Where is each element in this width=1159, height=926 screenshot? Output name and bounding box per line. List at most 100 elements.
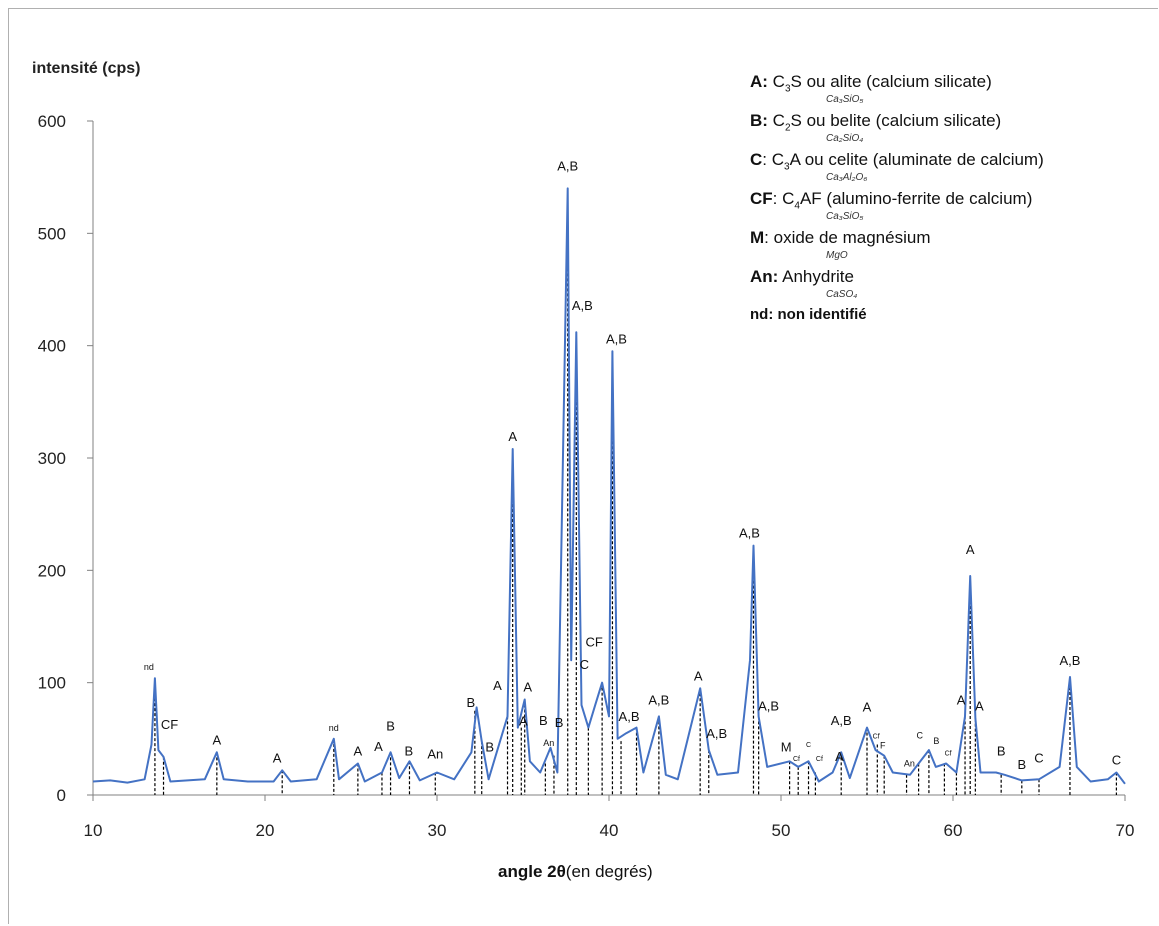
x-tick-label: 70 [1116,821,1135,840]
legend-item-text: M: oxide de magnésium [750,228,931,247]
peak-label: nd [329,723,339,733]
legend-item: An: Anhydrite CaSO₄ [750,267,1155,306]
legend-item-text: C: C3A ou celite (aluminate de calcium) [750,150,1044,173]
x-tick-label: 20 [256,821,275,840]
peak-label: B [405,744,414,759]
peak-label: A [508,429,517,444]
peak-label: A,B [606,331,627,346]
peak-label: Cf [945,750,952,757]
peak-label: A [863,700,872,715]
peak-label: A [523,680,532,695]
legend-item-text: An: Anhydrite [750,267,854,286]
legend-formula: Ca₃Al₂O₆ [826,172,868,183]
y-tick-label: 200 [38,561,66,580]
legend-item: nd: non identifié [750,306,1155,345]
x-tick-label: 30 [428,821,447,840]
peak-label: B [386,718,395,733]
legend-item-text: CF: C4AF (alumino-ferrite de calcium) [750,189,1033,212]
legend-formula: Ca₃SiO₅ [826,94,864,105]
peak-label: A [966,542,975,557]
peak-label: An [543,738,554,748]
peak-label: A,B [1059,653,1080,668]
y-tick-label: 500 [38,224,66,243]
x-tick-label: 40 [600,821,619,840]
legend-key: CF [750,189,773,208]
peak-label: B [485,739,494,754]
peak-label: A [694,668,703,683]
legend-item-text: nd: non identifié [750,306,867,323]
peak-label: A [835,749,844,764]
series [92,187,1126,785]
peak-label: A,B [648,692,669,707]
peak-label: An [904,759,915,769]
peak-label: C [580,657,589,672]
peak-label: A,B [557,158,578,173]
chart-frame [8,8,1158,924]
x-axis-label-rest: (en degrés) [565,862,653,881]
peak-label: A,B [706,726,727,741]
peak-label: A [493,678,502,693]
legend-formula: MgO [826,250,848,261]
peak-label: A,B [758,698,779,713]
peak-lines [154,188,1118,795]
legend-formula: Ca₂SiO₄ [826,133,864,144]
x-axis-label-bold: angle 2θ [498,862,566,881]
legend-subscript: 4 [794,200,800,212]
peak-label: A,B [831,713,852,728]
y-tick-label: 600 [38,112,66,131]
peak-label: A [519,714,528,729]
x-tick-label: 10 [84,821,103,840]
legend-item-text: B: C2S ou belite (calcium silicate) [750,111,1002,134]
peak-label: A,B [739,526,760,541]
peak-label: B [467,695,476,710]
legend-item-text: A: C3S ou alite (calcium silicate) [750,72,992,95]
tick-labels: 0 100 200 300 400 500 600 10 20 30 40 50 60 70 [38,112,1135,840]
y-axis-label: intensité (cps) [32,60,141,77]
legend-item: C: C3A ou celite (aluminate de calcium) C… [750,150,1155,189]
x-tick-label: 60 [944,821,963,840]
peak-label: B [933,736,939,746]
y-tick-label: 400 [38,337,66,356]
legend-subscript: 3 [784,83,791,95]
peak-label: B [997,743,1006,758]
peak-label: F [880,740,886,750]
peak-label: An [427,747,443,762]
legend-key: A: [750,72,768,91]
peak-label: C [1112,753,1121,768]
peak-label: B [539,713,548,728]
peak-label: A,B [572,298,593,313]
peak-label: A [273,750,282,765]
legend-formula: CaSO₄ [826,289,858,300]
legend-key: B: [750,111,768,130]
peak-label: A [374,739,383,754]
legend-subscript: 3 [784,161,790,173]
legend-subscript: 2 [784,122,791,134]
legend-key: nd: non identifié [750,306,867,323]
peak-label: A [975,699,984,714]
x-tick-label: 50 [772,821,791,840]
x-axis-label: angle 2θ(en degrés) [498,862,653,882]
legend-formula: Ca₃SiO₅ [826,211,864,222]
legend: A: C3S ou alite (calcium silicate) Ca₃SiO… [750,72,1155,345]
y-tick-label: 300 [38,449,66,468]
axes [87,120,1126,801]
peak-label: Cf [873,733,880,740]
peak-label: C [806,742,811,749]
legend-item: B: C2S ou belite (calcium silicate) Ca₂Si… [750,111,1155,150]
peak-label: Cf [793,756,800,763]
peak-label: M [781,739,792,754]
peak-label: A,B [619,709,640,724]
legend-item: A: C3S ou alite (calcium silicate) Ca₃SiO… [750,72,1155,111]
peak-label: A [957,692,966,707]
peak-label: A [213,732,222,747]
peak-label: Cf [816,756,823,763]
y-tick-label: 0 [57,786,66,805]
peak-label: CF [585,635,602,650]
peak-label: C [917,730,924,740]
legend-key: C [750,150,763,169]
peak-label: nd [144,662,154,672]
legend-item: M: oxide de magnésium MgO [750,228,1155,267]
intensity-line [92,187,1126,785]
